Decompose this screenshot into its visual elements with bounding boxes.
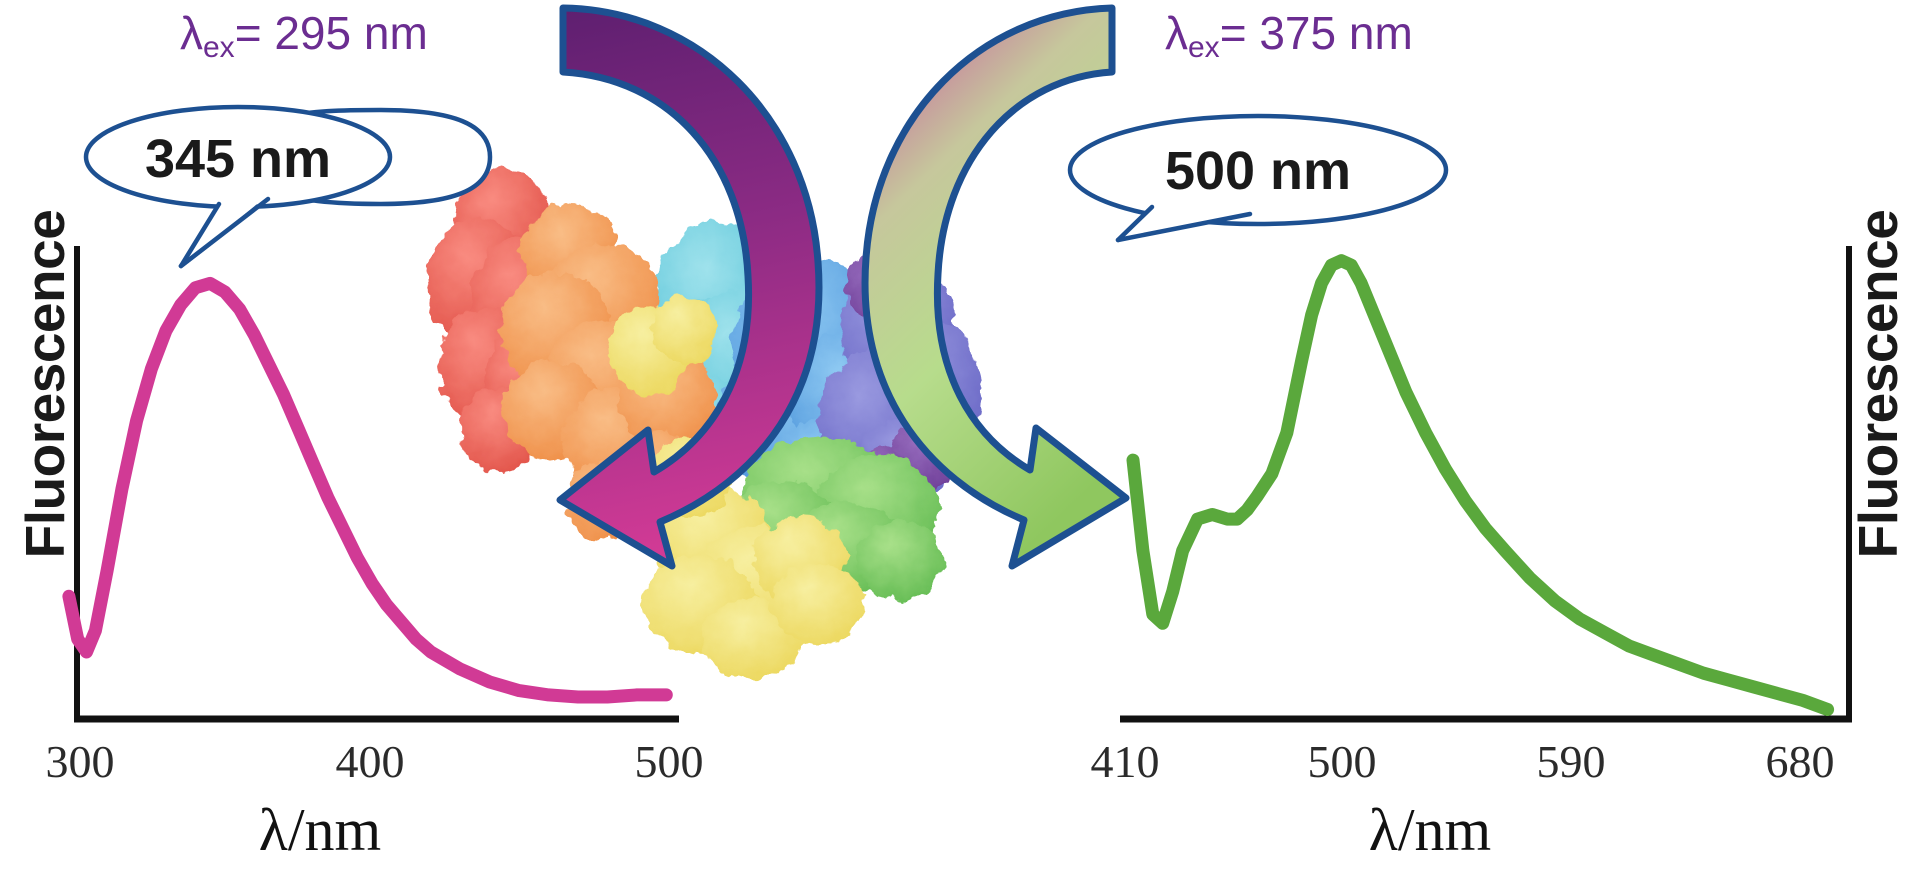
left-excitation-value: = 295 nm [234, 7, 428, 59]
right-plot-axes [1120, 246, 1852, 723]
right-xtick-2: 590 [1536, 736, 1606, 787]
right-excitation-label: λex= 375 nm [1165, 6, 1413, 65]
left-xtick-0: 300 [45, 736, 115, 787]
right-x-axis-title: λ/nm [1368, 797, 1492, 863]
right-excitation-value: = 375 nm [1219, 7, 1413, 59]
lambda-symbol: λ [1165, 7, 1188, 59]
right-xtick-1: 500 [1307, 736, 1377, 787]
callout-345nm-label: 345 nm [144, 129, 332, 189]
left-xtick-1: 400 [335, 736, 405, 787]
lambda-symbol: λ [180, 7, 203, 59]
probe-emission-curve [1126, 254, 1835, 716]
right-xtick-0: 410 [1090, 736, 1160, 787]
callout-500nm [1067, 113, 1449, 243]
left-xtick-2: 500 [634, 736, 704, 787]
excitation-295-arrow [556, 4, 823, 570]
left-y-axis-label: Fluorescence [14, 209, 76, 559]
left-x-axis-title: λ/nm [258, 797, 382, 863]
callout-500nm-label: 500 nm [1164, 141, 1352, 201]
excitation-375-arrow [861, 4, 1130, 570]
left-excitation-label: λex= 295 nm [180, 6, 428, 65]
callout-345nm [83, 104, 493, 269]
lambda-subscript-ex: ex [1188, 31, 1220, 64]
lambda-subscript-ex: ex [203, 31, 235, 64]
right-xtick-3: 680 [1765, 736, 1835, 787]
tryptophan-emission-curve [62, 276, 673, 704]
right-y-axis-label: Fluorescence [1847, 209, 1909, 559]
